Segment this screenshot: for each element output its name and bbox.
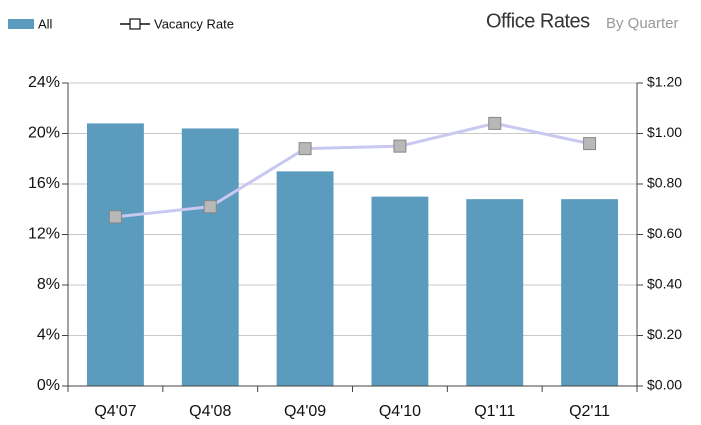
line xyxy=(115,121,590,219)
x-tick-label: Q4'07 xyxy=(94,403,136,420)
y-tick-label: 20% xyxy=(28,125,60,142)
x-tick-label: Q4'10 xyxy=(379,403,421,420)
y-tick-label: 0% xyxy=(37,377,60,394)
bar xyxy=(371,196,429,386)
marker xyxy=(488,116,502,130)
y2-tick-label: $0.80 xyxy=(647,175,682,191)
marker xyxy=(583,137,597,151)
y2-tick-label: $0.40 xyxy=(647,276,682,292)
bar xyxy=(276,171,334,386)
y-tick-label: 16% xyxy=(28,175,60,192)
chart-title: Office Rates xyxy=(486,10,590,32)
bar xyxy=(466,199,524,386)
legend-swatch xyxy=(8,19,34,29)
bar xyxy=(181,128,239,386)
bar xyxy=(561,199,619,386)
y2-tick-label: $1.00 xyxy=(647,124,682,140)
marker xyxy=(203,200,217,214)
y2-tick-label: $0.00 xyxy=(647,377,682,393)
y-tick-label: 4% xyxy=(37,327,60,344)
x-tick-label: Q4'09 xyxy=(284,403,326,420)
y2-tick-label: $0.20 xyxy=(647,326,682,342)
chart-subtitle: By Quarter xyxy=(606,15,679,32)
legend-label: Vacancy Rate xyxy=(154,16,234,31)
y-tick-label: 12% xyxy=(28,226,60,243)
legend-marker xyxy=(129,18,141,30)
marker xyxy=(393,139,407,153)
bar xyxy=(86,123,144,387)
x-tick-label: Q4'08 xyxy=(189,403,231,420)
marker xyxy=(108,210,122,224)
y-tick-label: 8% xyxy=(37,276,60,293)
y2-tick-label: $1.20 xyxy=(647,74,682,90)
x-tick-label: Q1'11 xyxy=(474,403,515,420)
y2-tick-label: $0.60 xyxy=(647,225,682,241)
marker xyxy=(298,142,312,156)
y-tick-label: 24% xyxy=(28,74,60,91)
legend-label: All xyxy=(38,16,53,31)
x-tick-label: Q2'11 xyxy=(569,403,610,420)
